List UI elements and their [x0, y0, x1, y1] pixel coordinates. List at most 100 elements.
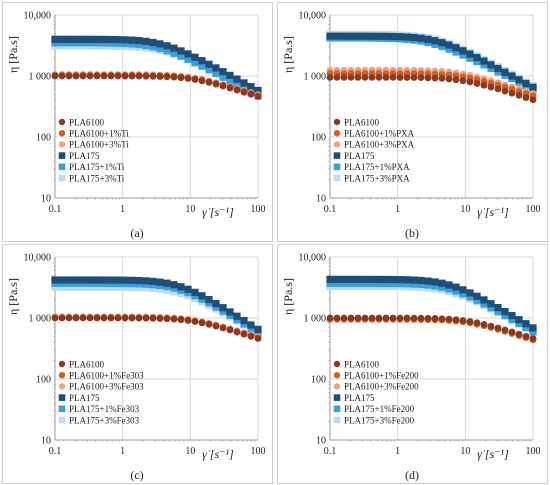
legend-marker — [58, 130, 66, 137]
data-point — [515, 76, 523, 84]
data-point — [149, 43, 157, 51]
data-point — [219, 68, 227, 76]
panel-caption-label: (d) — [405, 468, 419, 482]
data-point — [494, 64, 502, 73]
data-point — [410, 276, 418, 284]
data-point — [205, 60, 213, 68]
data-point — [156, 73, 164, 80]
data-point — [135, 40, 143, 49]
data-point — [410, 33, 418, 42]
data-point — [452, 48, 460, 56]
data-point — [114, 72, 122, 80]
legend-label: PLA175+1%Fe303 — [69, 404, 140, 414]
data-point — [340, 314, 348, 322]
data-point — [480, 320, 488, 328]
legend-marker — [333, 405, 341, 413]
y-tick-label: 10,000 — [24, 11, 52, 22]
data-point — [333, 73, 341, 81]
series-PLA6100 — [326, 314, 537, 342]
data-point — [417, 280, 425, 289]
data-point — [354, 73, 362, 81]
data-point — [128, 314, 136, 322]
chart-panel-a: 0.1 1 10 100 10 100 1 000 10,000 η [Pa.s] γ̇ [s⁻¹… — [2, 2, 273, 242]
data-point — [424, 314, 432, 322]
series-group — [51, 276, 262, 342]
data-point — [163, 42, 171, 50]
data-point — [177, 52, 185, 60]
data-point — [149, 284, 157, 293]
data-point — [445, 45, 453, 53]
data-point — [247, 332, 255, 340]
data-point — [226, 308, 234, 316]
data-point — [333, 279, 341, 287]
data-point — [72, 276, 80, 284]
data-point — [135, 276, 143, 285]
x-tick-label: 1 — [120, 204, 125, 215]
data-point — [445, 41, 453, 49]
data-point — [254, 86, 262, 95]
data-point — [128, 72, 136, 80]
data-point — [121, 276, 129, 284]
data-point — [121, 36, 129, 44]
chart-panel-c: 0.1 1 10 100 10 100 1 000 10,000 η [Pa.s] γ̇ [s⁻¹… — [2, 244, 273, 484]
data-point — [501, 308, 509, 316]
data-point — [487, 322, 495, 330]
data-point — [487, 304, 495, 312]
data-point — [529, 96, 537, 104]
data-point — [93, 276, 101, 284]
data-point — [205, 320, 213, 328]
data-point — [156, 278, 164, 286]
legend-label: PLA6100+3%Fe200 — [344, 382, 419, 392]
y-tick-label: 1 000 — [304, 72, 327, 83]
data-point — [100, 72, 108, 80]
data-point — [79, 276, 87, 284]
data-point — [333, 32, 341, 40]
data-point — [459, 286, 467, 294]
data-point — [156, 44, 164, 53]
data-point — [107, 35, 115, 44]
data-point — [184, 50, 192, 58]
data-point — [79, 314, 87, 322]
data-point — [100, 283, 108, 291]
data-point — [417, 276, 425, 285]
data-point — [410, 74, 418, 81]
data-point — [368, 279, 376, 287]
data-point — [191, 59, 199, 67]
data-point — [431, 74, 439, 82]
series-PLA175 — [326, 32, 537, 91]
data-point — [473, 53, 481, 62]
data-point — [142, 72, 150, 80]
data-point — [480, 57, 488, 65]
data-point — [487, 83, 495, 91]
data-point — [522, 332, 530, 340]
data-point — [326, 314, 334, 322]
y-tick-label: 100 — [311, 133, 326, 144]
data-point — [375, 279, 383, 288]
data-point — [459, 77, 467, 85]
data-point — [107, 276, 115, 284]
data-point — [340, 32, 348, 40]
data-point — [177, 283, 185, 291]
data-point — [198, 77, 206, 85]
y-tick-label: 1 000 — [304, 314, 327, 325]
series-PLA175 — [51, 35, 262, 95]
data-point — [58, 314, 66, 322]
x-tick-label: 1 — [395, 204, 400, 215]
legend-marker — [58, 141, 66, 148]
data-point — [326, 73, 334, 81]
legend-marker — [333, 416, 341, 424]
legend-label: PLA6100 — [344, 359, 380, 369]
data-point — [135, 314, 143, 322]
data-point — [65, 314, 73, 322]
data-point — [191, 76, 199, 83]
data-point — [184, 75, 192, 82]
legend-label: PLA175+1%Fe200 — [344, 404, 415, 414]
y-axis-label: η [Pa.s] — [281, 36, 295, 73]
data-point — [508, 72, 516, 80]
x-tick-label: 10 — [185, 446, 195, 457]
data-point — [522, 320, 530, 328]
data-point — [149, 38, 157, 47]
data-point — [368, 314, 376, 322]
data-point — [396, 74, 404, 81]
chart-panel-b: 0.1 1 10 100 10 100 1 000 10,000 η [Pa.s] γ̇ [s⁻¹… — [277, 2, 548, 242]
